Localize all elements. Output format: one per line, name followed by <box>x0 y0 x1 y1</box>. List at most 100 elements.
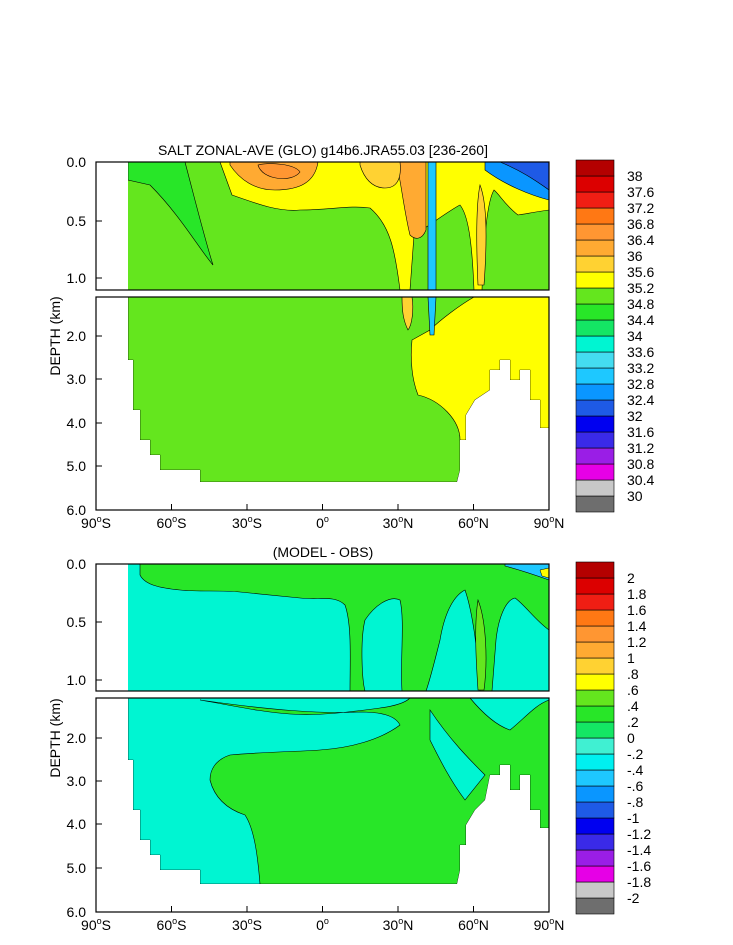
salt-colorbar-box-1 <box>575 479 615 497</box>
salt-ylabel: DEPTH (km) <box>47 296 63 375</box>
anomaly-ytick-3: 3.0 <box>67 773 87 789</box>
salt-colorbar-box-19 <box>575 191 615 209</box>
salt-ytick-0.5: 0.5 <box>67 213 87 229</box>
salt-colorbar: 3030.430.831.231.63232.432.833.233.63434… <box>575 159 654 513</box>
salt-ytick-3: 3.0 <box>67 371 87 387</box>
anomaly-colorbar-box-19 <box>575 593 615 611</box>
salt-colorbar-label-14: 35.6 <box>627 264 654 280</box>
anomaly-colorbar-box-0 <box>575 897 615 915</box>
salt-colorbar-box-4 <box>575 431 615 449</box>
salt-field-max-north <box>397 161 427 239</box>
anomaly-lower-section <box>96 697 550 912</box>
anomaly-colorbar-box-14 <box>575 673 615 691</box>
salt-colorbar-label-9: 33.6 <box>627 344 654 360</box>
salt-land-antarctica-upper <box>96 162 128 290</box>
anomaly-colorbar-label-0: -2 <box>627 890 640 906</box>
salt-colorbar-label-13: 35.2 <box>627 280 654 296</box>
anomaly-colorbar-box-2 <box>575 865 615 883</box>
salt-colorbar-label-8: 33.2 <box>627 360 654 376</box>
anomaly-colorbar-box-1 <box>575 881 615 899</box>
anomaly-colorbar-box-9 <box>575 753 615 771</box>
salt-ytick-1: 1.0 <box>67 270 87 286</box>
salt-colorbar-box-17 <box>575 223 615 241</box>
anomaly-ytick-6: 6.0 <box>67 904 87 920</box>
salt-xtick-label-3: 0o <box>316 514 329 531</box>
salt-colorbar-box-2 <box>575 463 615 481</box>
salt-upper-frame <box>95 161 550 291</box>
salt-colorbar-label-0: 30 <box>627 488 643 504</box>
salt-colorbar-label-20: 38 <box>627 168 643 184</box>
anomaly-colorbar-box-10 <box>575 737 615 755</box>
anomaly-colorbar-label-1: -1.8 <box>627 874 651 890</box>
salt-colorbar-label-3: 31.2 <box>627 440 654 456</box>
salt-colorbar-box-15 <box>575 255 615 273</box>
anomaly-colorbar-label-9: -.2 <box>627 746 644 762</box>
anomaly-colorbar-box-11 <box>575 721 615 739</box>
anomaly-colorbar-label-6: -.8 <box>627 794 644 810</box>
anomaly-colorbar-box-8 <box>575 769 615 787</box>
anomaly-ytick-4: 4.0 <box>67 816 87 832</box>
salt-colorbar-box-16 <box>575 239 615 257</box>
salt-ytick-4: 4.0 <box>67 415 87 431</box>
anomaly-ytick-0: 0.0 <box>67 556 87 572</box>
salt-field-peak-south <box>257 163 301 179</box>
anomaly-colorbar-label-2: -1.6 <box>627 858 651 874</box>
anomaly-xtick-label-0: 90oS <box>81 916 111 933</box>
anomaly-upper-frame <box>95 563 550 692</box>
anomaly-colorbar-label-19: 1.8 <box>627 586 647 602</box>
salt-colorbar-label-1: 30.4 <box>627 472 654 488</box>
anomaly-colorbar-box-5 <box>575 817 615 835</box>
salt-upper-section <box>96 161 550 291</box>
salt-colorbar-label-16: 36.4 <box>627 232 654 248</box>
salt-colorbar-box-7 <box>575 383 615 401</box>
salt-colorbar-box-11 <box>575 319 615 337</box>
salt-colorbar-box-13 <box>575 287 615 305</box>
salt-colorbar-label-6: 32.4 <box>627 392 654 408</box>
salt-colorbar-label-4: 31.6 <box>627 424 654 440</box>
anomaly-xticks: 90oS 60oS 30oS 0o 30oN 60oN 90oN <box>81 906 564 933</box>
salt-xtick-label-1: 60oS <box>157 514 187 531</box>
salt-colorbar-label-11: 34.4 <box>627 312 654 328</box>
salt-panel-title: SALT ZONAL-AVE (GLO) g14b6.JRA55.03 [236… <box>158 142 488 158</box>
anomaly-panel: (MODEL - OBS) DEPTH (km) 0.0 0.5 1.0 2.0… <box>47 544 651 933</box>
anomaly-colorbar-label-14: .8 <box>627 666 639 682</box>
salt-field-med-outflow <box>401 296 414 331</box>
anomaly-colorbar-box-3 <box>575 849 615 867</box>
anomaly-colorbar-label-3: -1.4 <box>627 842 651 858</box>
salt-field-north-blob <box>359 161 401 189</box>
anomaly-colorbar-label-15: 1 <box>627 650 635 666</box>
salt-colorbar-label-17: 36.8 <box>627 216 654 232</box>
salt-colorbar-label-7: 32.8 <box>627 376 654 392</box>
anomaly-colorbar-label-11: .2 <box>627 714 639 730</box>
salt-colorbar-label-10: 34 <box>627 328 643 344</box>
anomaly-colorbar-label-10: 0 <box>627 730 635 746</box>
anomaly-land-antarctica-upper <box>96 564 128 691</box>
salt-field-tropics-upper <box>219 161 550 291</box>
anomaly-colorbar-box-7 <box>575 785 615 803</box>
anomaly-colorbar-box-4 <box>575 833 615 851</box>
salt-colorbar-box-20 <box>575 175 615 193</box>
anomaly-ylabel: DEPTH (km) <box>47 698 63 777</box>
anomaly-land-seafloor <box>96 698 549 912</box>
anomaly-field-deep-wedge <box>429 709 486 801</box>
salt-colorbar-box-5 <box>575 415 615 433</box>
salt-ytick-0: 0.0 <box>67 154 87 170</box>
anomaly-xtick-label-6: 90oN <box>534 916 565 933</box>
salt-colorbar-label-2: 30.8 <box>627 456 654 472</box>
salt-colorbar-box-12 <box>575 303 615 321</box>
anomaly-upper-section <box>96 563 550 692</box>
anomaly-xtick-label-3: 0o <box>316 916 329 933</box>
anomaly-colorbar-label-12: .4 <box>627 698 639 714</box>
salt-colorbar-box-6 <box>575 399 615 417</box>
anomaly-xtick-label-1: 60oS <box>157 916 187 933</box>
salt-ytick-5: 5.0 <box>67 458 87 474</box>
anomaly-colorbar-label-7: -.6 <box>627 778 644 794</box>
anomaly-colorbar-label-5: -1 <box>627 810 640 826</box>
salt-colorbar-label-5: 32 <box>627 408 643 424</box>
anomaly-ytick-5: 5.0 <box>67 860 87 876</box>
salt-xtick-label-5: 60oN <box>458 514 489 531</box>
anomaly-colorbar-label-18: 1.6 <box>627 602 647 618</box>
salt-colorbar-box-0 <box>575 495 615 513</box>
anomaly-colorbar-box-17 <box>575 625 615 643</box>
salt-colorbar-box-8 <box>575 367 615 385</box>
